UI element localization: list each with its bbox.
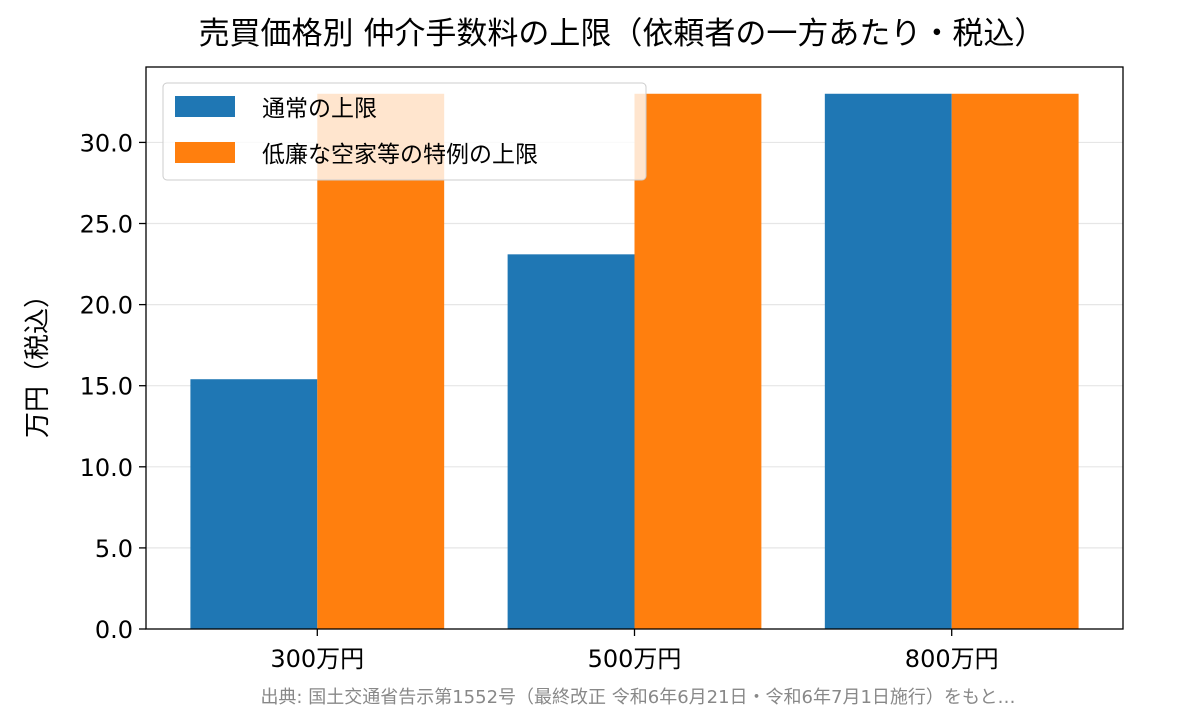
bars <box>190 93 1079 630</box>
y-axis-label: 万円（税込） <box>23 282 53 438</box>
bar-special-3 <box>951 93 1079 629</box>
legend-label-special: 低廉な空家等の特例の上限 <box>262 142 538 168</box>
x-axis-ticks: 300万円 500万円 800万円 <box>270 629 999 673</box>
legend-label-normal: 通常の上限 <box>262 96 377 122</box>
bar-special-2 <box>634 93 762 629</box>
chart-title: 売買価格別 仲介手数料の上限（依頼者の一方あたり・税込） <box>199 16 1046 52</box>
bar-normal-3 <box>824 93 952 629</box>
source-note: 出典: 国土交通省告示第1552号（最終改正 令和6年6月21日・令和6年7月1… <box>260 687 1015 708</box>
y-tick-label: 5.0 <box>95 535 133 563</box>
x-tick-label: 500万円 <box>588 645 682 673</box>
x-tick-label: 800万円 <box>905 645 999 673</box>
legend: 通常の上限 低廉な空家等の特例の上限 <box>162 82 647 181</box>
y-tick-label: 20.0 <box>80 292 133 320</box>
y-tick-label: 0.0 <box>95 616 133 644</box>
y-tick-label: 15.0 <box>80 373 133 401</box>
y-tick-label: 25.0 <box>80 211 133 239</box>
legend-swatch-special <box>175 142 235 163</box>
y-axis-ticks: 0.0 5.0 10.0 15.0 20.0 25.0 30.0 <box>80 129 146 644</box>
y-tick-label: 30.0 <box>80 129 133 157</box>
bar-normal-2 <box>507 254 635 630</box>
legend-frame <box>162 82 647 181</box>
y-tick-label: 10.0 <box>80 454 133 482</box>
bar-normal-1 <box>190 379 318 629</box>
x-tick-label: 300万円 <box>270 645 364 673</box>
legend-swatch-normal <box>175 96 235 117</box>
bar-special-1 <box>317 93 445 629</box>
